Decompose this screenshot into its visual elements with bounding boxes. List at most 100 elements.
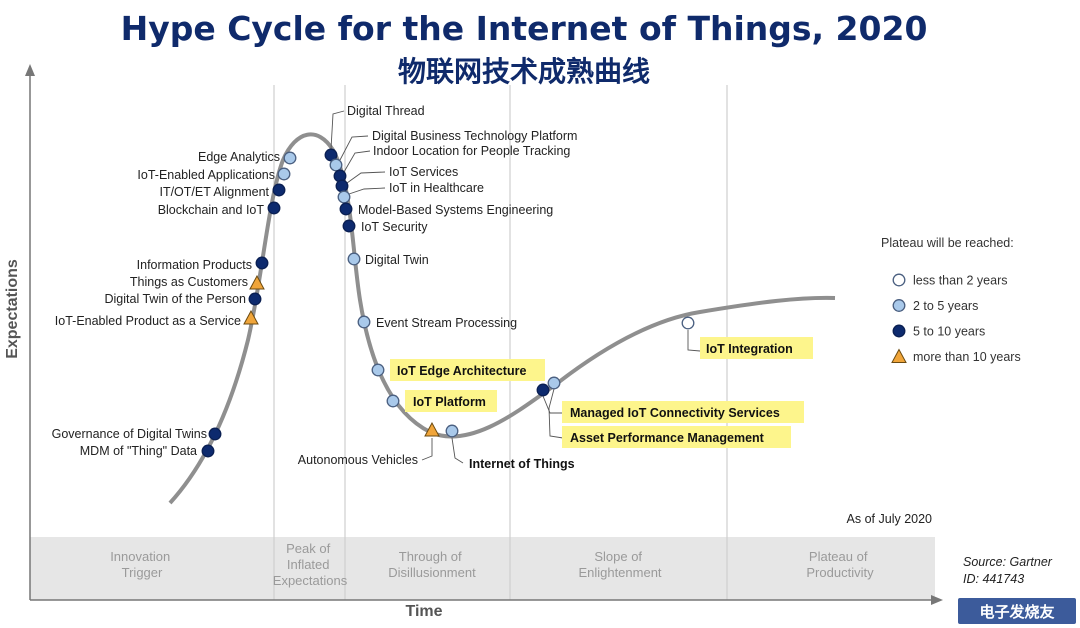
- phase-label-peak: Peak of Inflated Expectations: [273, 541, 348, 588]
- technology-managed-iot-connectivity-services: Managed IoT Connectivity Services: [536, 383, 804, 423]
- technology-label: Indoor Location for People Tracking: [373, 144, 570, 158]
- leader-line: [542, 395, 563, 414]
- highlight-box: [562, 426, 791, 448]
- technology-iot-security: IoT Security: [342, 219, 428, 234]
- technology-label: Things as Customers: [130, 275, 248, 289]
- leader-line: [451, 437, 464, 464]
- technology-marker: [371, 363, 385, 377]
- technology-label: Blockchain and IoT: [158, 203, 265, 217]
- legend-label: 2 to 5 years: [913, 299, 978, 313]
- technology-marker: [248, 292, 262, 306]
- phase-label-innovation-trigger: Innovation Trigger: [110, 549, 174, 580]
- technology-iot-enabled-applications: IoT-Enabled Applications: [137, 167, 291, 182]
- phase-labels: Innovation Trigger Peak of Inflated Expe…: [110, 541, 874, 588]
- x-axis-arrow: [931, 595, 943, 605]
- legend-marker: [892, 273, 906, 287]
- technology-marker: [243, 309, 259, 325]
- legend-label: less than 2 years: [913, 274, 1008, 288]
- technology-marker: [329, 158, 343, 172]
- technology-model-based-systems-engineering: Model-Based Systems Engineering: [339, 202, 553, 217]
- technology-label: Asset Performance Management: [570, 431, 765, 445]
- technology-iot-in-healthcare: IoT in Healthcare: [337, 181, 484, 204]
- source-line-2: ID: 441743: [963, 572, 1024, 586]
- technology-marker: [347, 252, 361, 266]
- leader-line: [548, 388, 564, 439]
- technology-layer: Governance of Digital Twins MDM of "Thing…: [52, 104, 813, 471]
- technology-marker: [386, 394, 400, 408]
- phase-band: [30, 537, 935, 600]
- y-axis-label: Expectations: [4, 259, 21, 359]
- technology-label: IoT Integration: [706, 342, 793, 356]
- legend-label: more than 10 years: [913, 350, 1021, 364]
- technology-internet-of-things: Internet of Things: [445, 424, 575, 471]
- technology-autonomous-vehicles: Autonomous Vehicles: [298, 421, 440, 467]
- technology-label: IoT in Healthcare: [389, 181, 484, 195]
- technology-marker: [277, 167, 291, 181]
- technology-marker: [201, 444, 215, 458]
- technology-asset-performance-management: Asset Performance Management: [547, 376, 791, 448]
- technology-blockchain-and-iot: Blockchain and IoT: [158, 201, 281, 217]
- technology-marker: [208, 427, 222, 441]
- technology-it-ot-et-alignment: IT/OT/ET Alignment: [159, 183, 286, 199]
- technology-label: IoT Platform: [413, 395, 486, 409]
- page-subtitle: 物联网技术成熟曲线: [398, 55, 650, 88]
- technology-marker: [255, 256, 269, 270]
- technology-digital-thread: Digital Thread: [324, 104, 425, 162]
- highlight-box: [390, 359, 545, 381]
- technology-marker: [681, 316, 695, 330]
- technology-event-stream-processing: Event Stream Processing: [357, 315, 517, 330]
- technology-digital-twin: Digital Twin: [347, 252, 429, 267]
- legend-marker: [891, 348, 907, 363]
- technology-label: Managed IoT Connectivity Services: [570, 406, 780, 420]
- technology-digital-twin-of-the-person: Digital Twin of the Person: [104, 292, 262, 306]
- technology-label: Model-Based Systems Engineering: [358, 203, 553, 217]
- phase-label-trough: Through of Disillusionment: [388, 549, 476, 580]
- technology-marker: [424, 421, 440, 437]
- technology-marker: [342, 219, 356, 233]
- leader-line: [339, 135, 369, 161]
- technology-marker: [324, 148, 338, 162]
- y-axis-arrow: [25, 64, 35, 76]
- x-axis-label: Time: [405, 603, 442, 620]
- technology-marker: [267, 201, 281, 215]
- technology-marker: [547, 376, 561, 390]
- technology-marker: [357, 315, 371, 329]
- technology-mdm-of-thing-data: MDM of "Thing" Data: [80, 444, 215, 458]
- legend: Plateau will be reached: less than 2 yea…: [881, 236, 1021, 364]
- technology-marker: [335, 179, 349, 193]
- watermark-logo: 电子发烧友: [958, 598, 1076, 624]
- technology-iot-enabled-product-as-a-service: IoT-Enabled Product as a Service: [55, 309, 259, 328]
- technology-marker: [337, 190, 351, 204]
- technology-marker: [249, 274, 265, 290]
- technology-governance-of-digital-twins: Governance of Digital Twins: [52, 427, 222, 441]
- leader-line: [348, 187, 386, 195]
- highlight-box: [700, 337, 813, 359]
- technology-label: Edge Analytics: [198, 150, 280, 164]
- technology-label: Digital Twin of the Person: [104, 292, 246, 306]
- legend-item-lt2: less than 2 years: [892, 273, 1008, 288]
- technology-label: IoT-Enabled Product as a Service: [55, 314, 241, 328]
- legend-marker: [892, 324, 906, 338]
- watermark-text: 电子发烧友: [979, 603, 1054, 621]
- leader-line: [330, 110, 345, 150]
- technology-iot-edge-architecture: IoT Edge Architecture: [371, 359, 545, 381]
- legend-items: less than 2 years 2 to 5 years 5 to 10 yea…: [891, 273, 1021, 364]
- source-line-1: Source: Gartner: [963, 555, 1053, 569]
- technology-iot-services: IoT Services: [335, 165, 458, 193]
- technology-edge-analytics: Edge Analytics: [198, 150, 297, 165]
- technology-label: Digital Thread: [347, 104, 425, 118]
- technology-iot-integration: IoT Integration: [681, 316, 813, 359]
- technology-label: IoT Edge Architecture: [397, 364, 526, 378]
- axes: [29, 72, 935, 601]
- technology-label: IT/OT/ET Alignment: [159, 185, 269, 199]
- page-title: Hype Cycle for the Internet of Things, 2…: [121, 9, 928, 48]
- as-of-note: As of July 2020: [847, 512, 933, 526]
- legend-marker: [892, 299, 906, 312]
- phase-label-slope: Slope of Enlightenment: [578, 549, 661, 580]
- technology-information-products: Information Products: [137, 256, 269, 272]
- technology-marker: [536, 383, 550, 397]
- leader-line: [687, 330, 701, 352]
- phase-label-plateau: Plateau of Productivity: [806, 549, 874, 580]
- technology-label: Autonomous Vehicles: [298, 453, 418, 467]
